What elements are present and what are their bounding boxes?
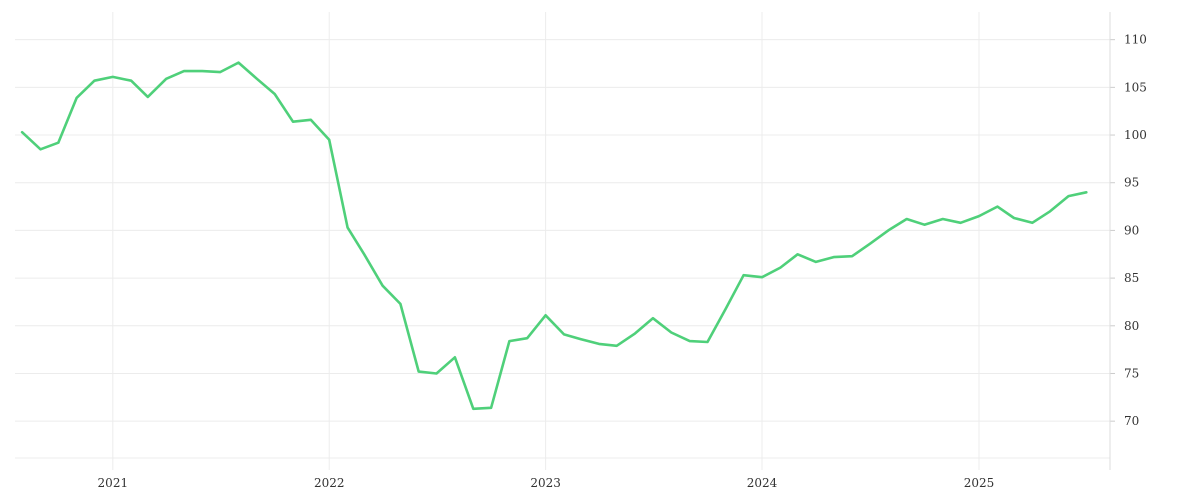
series-line [20,61,1088,411]
data-point [596,341,602,347]
data-point [163,76,169,82]
data-point [921,222,927,228]
y-tick-label: 80 [1124,319,1139,333]
data-point [55,140,61,146]
x-tick-label: 2022 [314,476,345,490]
y-tick-label: 70 [1124,414,1139,428]
x-axis: 2021 2022 2023 2024 2025 [98,476,995,490]
data-point [217,69,223,75]
data-point [561,331,567,337]
y-tick-label: 90 [1124,223,1139,237]
data-point [110,74,116,80]
data-point [705,339,711,345]
data-point [668,330,674,336]
y-tick-label: 110 [1124,33,1147,47]
y-tick-label: 95 [1124,176,1139,190]
data-point [958,220,964,226]
data-point [380,283,386,289]
data-point [1047,208,1053,214]
grid-layer [15,12,1110,470]
data-point [1011,215,1017,221]
data-point [254,76,260,82]
data-point [397,301,403,307]
data-point [849,253,855,259]
data-point [1066,193,1072,199]
data-point [614,343,620,349]
data-point [543,312,549,318]
data-point [345,225,351,231]
data-point [723,306,729,312]
data-point [19,129,25,135]
data-point [236,60,242,66]
y-tick-label: 75 [1124,366,1139,380]
data-point [470,406,476,412]
x-tick-label: 2023 [530,476,561,490]
data-point [632,330,638,336]
series-layer [19,60,1089,412]
data-point [940,216,946,222]
y-tick-label: 105 [1124,80,1147,94]
y-tick-label: 100 [1124,128,1147,142]
data-point [777,265,783,271]
data-point [74,95,80,101]
data-point [416,369,422,375]
data-point [38,146,44,152]
data-point [867,241,873,247]
data-point [885,227,891,233]
data-point [795,251,801,257]
data-point [831,254,837,260]
data-point [181,68,187,74]
data-point [452,354,458,360]
data-point [524,335,530,341]
data-point [687,338,693,344]
data-point [326,137,332,143]
data-point [813,259,819,265]
data-point [488,405,494,411]
data-point [199,68,205,74]
x-tick-label: 2021 [98,476,129,490]
data-point [506,338,512,344]
data-point [741,272,747,278]
data-point [91,78,97,84]
data-point [290,119,296,125]
y-tick-label: 85 [1124,271,1139,285]
data-point [976,213,982,219]
data-point [650,315,656,321]
y-axis: 70 75 80 85 90 95 100 105 110 [1109,12,1147,470]
data-point [1029,220,1035,226]
data-point [759,274,765,280]
data-point [361,251,367,257]
data-point [994,204,1000,210]
x-tick-label: 2025 [964,476,995,490]
data-point [1083,189,1089,195]
data-point [272,91,278,97]
data-point [904,216,910,222]
data-point [145,94,151,100]
data-point [578,336,584,342]
data-point [434,371,440,377]
data-point [128,78,134,84]
data-point [308,117,314,123]
x-tick-label: 2024 [747,476,778,490]
